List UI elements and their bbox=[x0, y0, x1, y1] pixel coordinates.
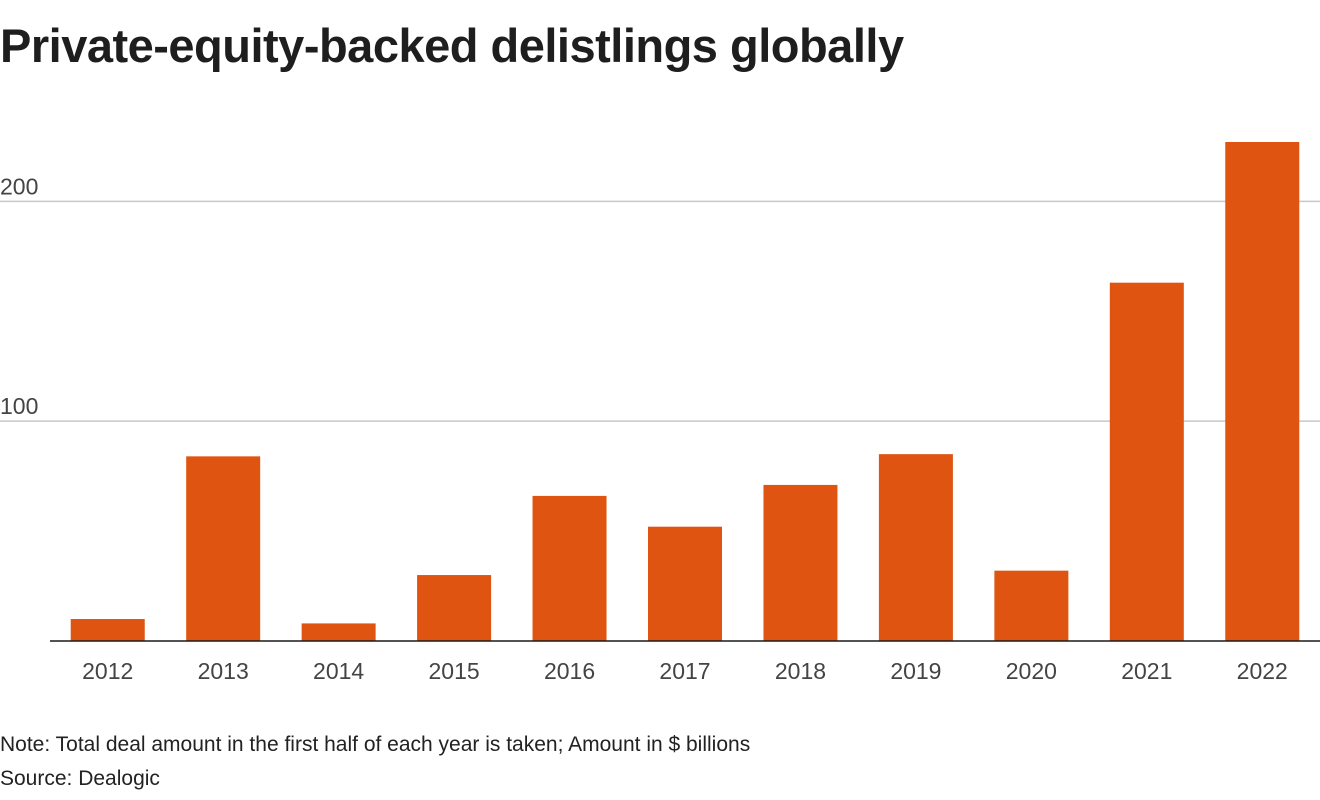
bar-2016[interactable] bbox=[532, 495, 607, 641]
bar-2012[interactable] bbox=[70, 619, 145, 641]
bar-2013[interactable] bbox=[186, 456, 261, 641]
x-tick-label-2019: 2019 bbox=[890, 658, 941, 684]
x-tick-label-2020: 2020 bbox=[1006, 658, 1057, 684]
y-tick-label-100: 100 bbox=[0, 393, 38, 419]
x-tick-label-2014: 2014 bbox=[313, 658, 364, 684]
x-tick-label-2018: 2018 bbox=[775, 658, 826, 684]
bar-2014[interactable] bbox=[301, 623, 376, 641]
y-tick-label-200: 200 bbox=[0, 173, 38, 199]
bar-2022[interactable] bbox=[1225, 142, 1300, 641]
gridlines: 100 200 bbox=[0, 173, 1320, 422]
bar-2021[interactable] bbox=[1109, 282, 1184, 641]
bar-2015[interactable] bbox=[417, 575, 492, 641]
x-tick-label-2016: 2016 bbox=[544, 658, 595, 684]
chart-title: Private-equity-backed delistlings global… bbox=[0, 19, 904, 72]
x-tick-label-2013: 2013 bbox=[198, 658, 249, 684]
chart-note: Note: Total deal amount in the first hal… bbox=[0, 733, 751, 756]
bar-2017[interactable] bbox=[648, 526, 722, 641]
x-tick-label-2022: 2022 bbox=[1237, 658, 1288, 684]
x-tick-label-2015: 2015 bbox=[429, 658, 480, 684]
chart-source: Source: Dealogic bbox=[0, 767, 160, 790]
bar-2018[interactable] bbox=[763, 484, 838, 641]
bar-2019[interactable] bbox=[878, 454, 953, 641]
bar-2020[interactable] bbox=[994, 570, 1069, 641]
x-tick-labels: 2012 2013 2014 2015 2016 2017 2018 2019 2020 2021… bbox=[82, 658, 1288, 684]
x-tick-label-2017: 2017 bbox=[659, 658, 710, 684]
x-tick-label-2021: 2021 bbox=[1121, 658, 1172, 684]
x-tick-label-2012: 2012 bbox=[82, 658, 133, 684]
bars bbox=[70, 142, 1300, 641]
